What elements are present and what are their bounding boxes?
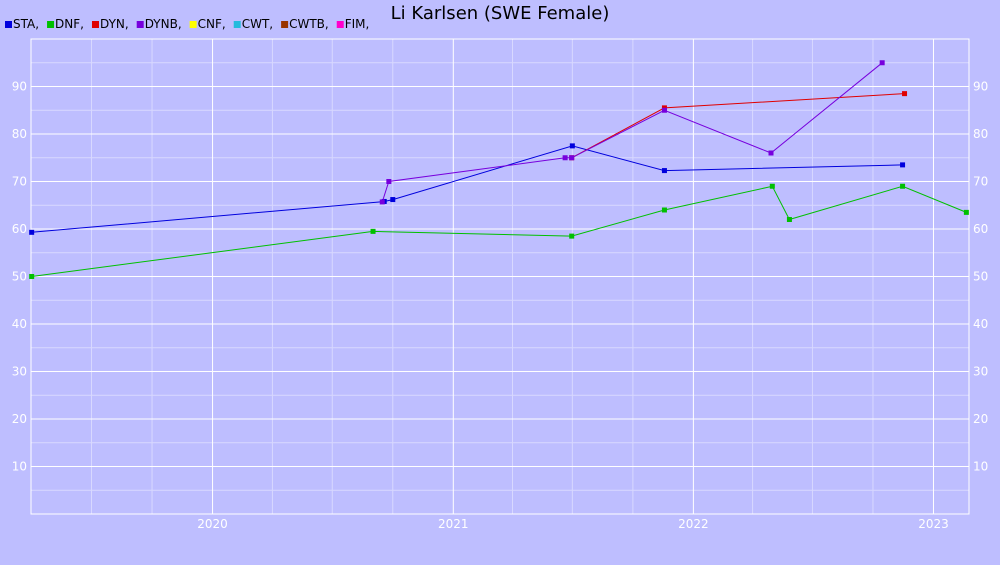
y-tick-label-left: 90 xyxy=(12,80,27,94)
data-point-dnf xyxy=(661,207,667,213)
legend-label-sta: STA, xyxy=(13,17,39,31)
y-tick-label-right: 60 xyxy=(973,222,988,236)
data-point-dynb xyxy=(661,107,667,113)
data-point-dyn xyxy=(902,91,908,97)
legend-swatch-dynb xyxy=(136,21,144,28)
legend-swatch-fim xyxy=(336,21,344,28)
legend-label-cwtb: CWTB, xyxy=(289,17,329,31)
y-tick-label-right: 40 xyxy=(973,317,988,331)
legend-label-dynb: DYNB, xyxy=(145,17,182,31)
data-point-dynb xyxy=(768,150,774,156)
data-point-dynb xyxy=(879,60,885,66)
legend-label-cnf: CNF, xyxy=(198,17,226,31)
legend: STA, DNF, DYN, DYNB, CNF, CWT, CWTB, FIM, xyxy=(5,17,369,31)
y-tick-label-right: 30 xyxy=(973,365,988,379)
legend-label-cwt: CWT, xyxy=(242,17,273,31)
data-point-sta xyxy=(569,143,575,149)
major-gridlines xyxy=(30,38,970,515)
data-point-dynb xyxy=(386,179,392,184)
x-tick-label: 2023 xyxy=(918,517,949,531)
series-dyn xyxy=(569,91,908,161)
data-point-dnf xyxy=(786,217,792,222)
x-tick-label: 2020 xyxy=(197,517,228,531)
y-tick-label-left: 80 xyxy=(12,127,27,141)
series-line-dyn xyxy=(571,93,905,159)
legend-label-dnf: DNF, xyxy=(55,17,84,31)
y-tick-label-right: 20 xyxy=(973,412,988,426)
legend-swatch-cwtb xyxy=(281,21,289,28)
data-point-sta xyxy=(900,162,906,168)
y-tick-label-left: 60 xyxy=(12,222,27,236)
legend-label-dyn: DYN, xyxy=(100,17,129,31)
y-tick-label-right: 50 xyxy=(973,270,988,284)
legend-swatch-cnf xyxy=(189,21,197,28)
y-tick-label-right: 80 xyxy=(973,127,988,141)
data-point-dnf xyxy=(963,209,969,215)
data-point-dnf xyxy=(569,233,575,239)
legend-label-fim: FIM, xyxy=(345,17,370,31)
y-tick-label-left: 50 xyxy=(12,270,27,284)
data-point-sta xyxy=(661,168,667,174)
data-point-dnf xyxy=(29,274,35,279)
x-axis-tick-labels: 2020 2021 2022 2023 xyxy=(197,517,948,531)
y-tick-label-left: 40 xyxy=(12,317,27,331)
data-point-sta xyxy=(29,229,35,235)
x-tick-label: 2021 xyxy=(438,517,469,531)
data-point-dynb xyxy=(562,155,568,161)
y-tick-label-left: 70 xyxy=(12,175,27,189)
series-dnf xyxy=(29,183,969,279)
legend-swatch-dyn xyxy=(91,21,99,28)
data-point-dnf xyxy=(370,228,376,234)
data-point-dynb xyxy=(569,155,575,161)
y-tick-label-right: 10 xyxy=(973,460,988,474)
data-series xyxy=(29,60,969,279)
data-point-dynb xyxy=(379,199,385,205)
x-tick-label: 2022 xyxy=(678,517,709,531)
data-point-dnf xyxy=(900,183,906,189)
y-axis-tick-labels: 10 10 20 20 30 30 40 40 50 50 60 60 70 70 80 80 90 90 xyxy=(12,80,989,474)
legend-swatch-cwt xyxy=(233,21,241,28)
y-tick-label-left: 10 xyxy=(12,460,27,474)
y-tick-label-left: 30 xyxy=(12,365,27,379)
series-line-dnf xyxy=(31,185,967,277)
y-tick-label-right: 90 xyxy=(973,80,988,94)
series-dynb xyxy=(379,60,885,205)
y-tick-label-right: 70 xyxy=(973,175,988,189)
data-point-sta xyxy=(390,197,396,203)
legend-swatch-dnf xyxy=(47,21,55,28)
data-point-dnf xyxy=(769,183,775,189)
chart-title: Li Karlsen (SWE Female) xyxy=(391,3,610,24)
y-tick-label-left: 20 xyxy=(12,412,27,426)
series-line-sta xyxy=(31,145,903,233)
legend-swatch-sta xyxy=(5,21,12,28)
